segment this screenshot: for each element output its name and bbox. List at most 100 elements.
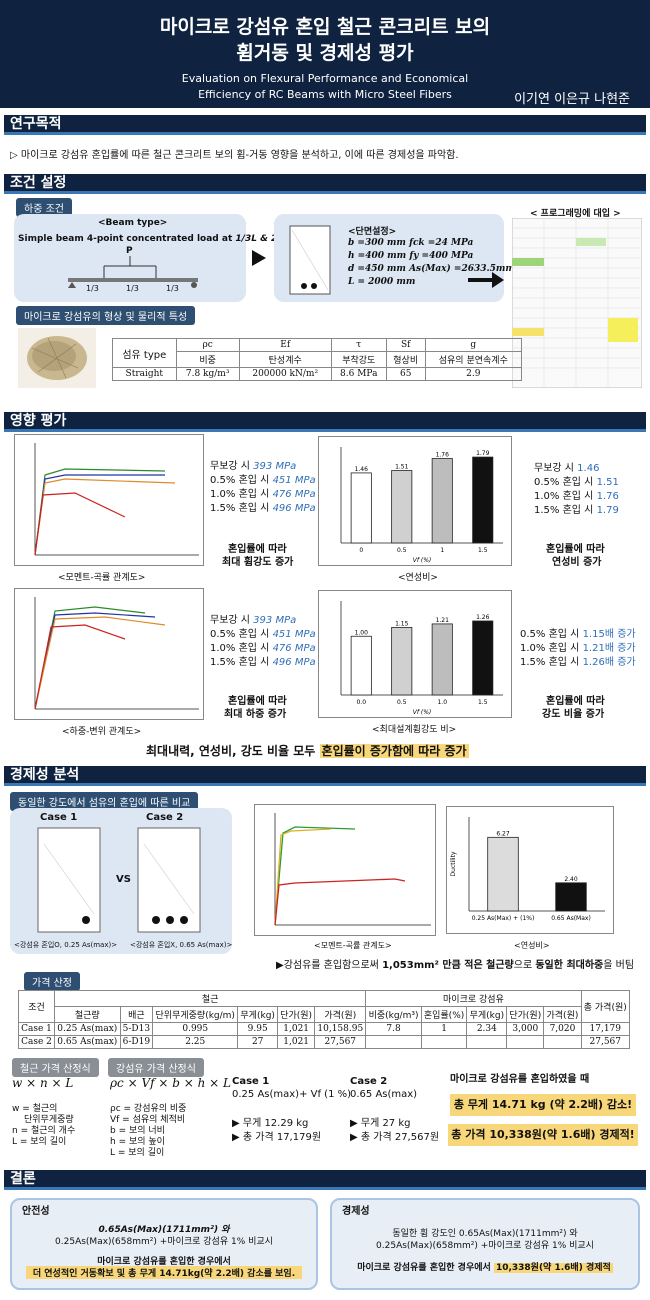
x-axis-label: Vf (%) (413, 709, 432, 716)
category-label: 0.5 (397, 547, 407, 554)
fiber-type-header: 섬유 type (112, 338, 177, 368)
steel-formula: w × n × L (12, 1076, 74, 1090)
load-p-label: P (126, 246, 133, 256)
section-line-1: b =300 mm fck =24 MPa (348, 238, 474, 248)
table-subheader: 가격(원) (543, 1006, 582, 1023)
beam-type-label: <Beam type> (98, 218, 168, 228)
bar (472, 620, 494, 696)
price-table: 조건 철근 마이크로 강섬유 총 가격(원) 철근량 배근 단위무게중량(kg/… (17, 990, 631, 1049)
g2-values: 무보강 시 1.46 0.5% 혼입 시 1.51 1.0% 혼입 시 1.76… (534, 462, 619, 518)
section-line-3: d =450 mm As(Max) =2633.5mm² (348, 264, 519, 274)
category-label: 1.5 (478, 699, 488, 706)
econ-ductility-caption: <연성비> (514, 941, 550, 950)
steel-price-pill: 철근 가격 산정식 (12, 1058, 99, 1077)
table-subheader: 단가(원) (506, 1006, 545, 1023)
category-label: 0 (359, 547, 363, 554)
c2-sub: 0.65 As(max) (350, 1089, 418, 1100)
third-label-3: 1/3 (166, 284, 179, 293)
load-displacement-chart (14, 588, 204, 720)
case1-caption: <강섬유 혼입O, 0.25 As(max)> (14, 941, 118, 949)
g4-row-1: 1.0% 혼입 시 1.21배 증가 (520, 643, 636, 654)
subtitle-line-1: Evaluation on Flexural Performance and E… (181, 72, 469, 85)
g4-row-0: 0.5% 혼입 시 1.15배 증가 (520, 629, 636, 640)
econ-ductility-chart: 6.27 0.25 As(Max) + (1%) 2.40 0.65 As(Max) D… (446, 806, 614, 934)
bar (350, 472, 372, 544)
price-steel-header: 철근 (54, 990, 367, 1007)
case2-section (137, 827, 201, 933)
strength-ratio-chart: 1.00 0.0 1.15 0.5 1.21 1.0 1.26 1.5 Vf (%) (318, 590, 512, 718)
category-label: 0.0 (356, 699, 366, 706)
table-subheader: 혼입률(%) (420, 1006, 468, 1023)
ef-header: Ef (238, 338, 332, 352)
aspect-header: 형상비 (385, 351, 426, 368)
g3-row-1: 0.5% 혼입 시 451 MPa (210, 629, 316, 640)
bar-value-label: 1.21 (436, 617, 450, 624)
econ-moment-curvature-plot (274, 813, 431, 926)
rho-header: ρc (175, 338, 240, 352)
g2-conclusion-1: 혼입률에 따라 (546, 544, 605, 555)
title-line-2: 휨거동 및 경제성 평가 (236, 42, 414, 64)
x-axis-label: Vf (%) (413, 557, 432, 564)
g1-values: 무보강 시 393 MPa 0.5% 혼입 시 451 MPa 1.0% 혼입 … (210, 460, 316, 516)
fiber-defs: ρc = 강섬유의 비중 Vf = 섬유의 체적비 b = 보의 너비 h = … (110, 1104, 187, 1158)
cross-section-diagram (289, 225, 331, 295)
evaluation-summary: 최대내력, 연성비, 강도 비율 모두 혼입률이 증가함에 따라 증가 (146, 744, 469, 758)
third-label-1: 1/3 (86, 284, 99, 293)
sf-header: Sf (385, 338, 426, 352)
arrow-shaft (468, 278, 494, 282)
g1-row-1: 0.5% 혼입 시 451 MPa (210, 475, 316, 486)
bar-value-label: 1.79 (476, 450, 490, 457)
c1-sub: 0.25 As(max)+ Vf (1 %) (232, 1089, 352, 1100)
category-label: 1.0 (437, 699, 447, 706)
bar (555, 882, 587, 912)
g2-row-2: 1.0% 혼입 시 1.76 (534, 491, 619, 502)
section-line-4: L = 2000 mm (348, 277, 416, 287)
g3-row-3: 1.5% 혼입 시 496 MPa (210, 657, 316, 668)
g1-row-0: 무보강 시 393 MPa (210, 461, 297, 472)
table-subheader: 단위무게중량(kg/m) (152, 1006, 239, 1023)
table-subheader: 가격(원) (314, 1006, 367, 1023)
safety-line-3: 마이크로 강섬유를 혼입한 경우에서 (97, 1257, 231, 1267)
ductility-caption: <연성비> (398, 573, 438, 583)
table-subheader: 무게(kg) (237, 1006, 279, 1023)
load-displacement-plot (34, 597, 199, 710)
c2-price: ▶ 총 가격 27,567원 (350, 1132, 440, 1143)
category-label: 0.65 As(Max) (551, 915, 591, 922)
table-subheader: 철근량 (54, 1006, 121, 1023)
g3-conclusion-2: 최대 하중 증가 (224, 709, 287, 720)
economy-title: 경제성 (342, 1206, 370, 1217)
fiber-property-table: 섬유 type ρc Ef τ Sf g 비중 탄성계수 부착강도 형상비 섬유… (112, 338, 523, 381)
price-fiber-header: 마이크로 강섬유 (365, 990, 582, 1007)
strength-ratio-bars: 1.00 0.0 1.15 0.5 1.21 1.0 1.26 1.5 Vf (%) (340, 601, 503, 716)
category-label: 0.5 (397, 699, 407, 706)
moment-curvature-plot (34, 443, 199, 556)
price-pill: 가격 산정 (24, 972, 80, 991)
g3-conclusion-1: 혼입률에 따라 (228, 696, 287, 707)
c1-price: ▶ 총 가격 17,179원 (232, 1132, 322, 1143)
y-axis-label: Ductility (450, 851, 457, 876)
g1-conclusion-2: 최대 휨강도 증가 (222, 557, 294, 568)
g2-conclusion-2: 연성비 증가 (552, 557, 602, 568)
bar-value-label: 1.15 (395, 620, 409, 627)
title-line-1: 마이크로 강섬유 혼입 철근 콘크리트 보의 (159, 16, 491, 38)
category-label: 0.25 As(Max) + (1%) (472, 915, 535, 922)
c2-weight: ▶ 무게 27 kg (350, 1118, 411, 1129)
authors: 이기연 이은규 나현준 (514, 92, 630, 107)
g-header: g (424, 338, 523, 352)
safety-line-1: 0.65As(Max)(1711mm²) 와 (98, 1225, 230, 1235)
g4-conclusion-1: 혼입률에 따라 (546, 696, 605, 707)
arrow-right-icon (252, 250, 266, 266)
price-total-header: 총 가격(원) (580, 990, 631, 1023)
section-title-economy: 경제성 분석 (4, 766, 646, 786)
third-label-2: 1/3 (126, 284, 139, 293)
table-cell: 7.8 kg/m³ (175, 367, 240, 381)
g1-row-3: 1.5% 혼입 시 496 MPa (210, 503, 316, 514)
g4-row-2: 1.5% 혼입 시 1.26배 증가 (520, 657, 636, 668)
table-cell: 200000 kN/m² (238, 367, 332, 381)
section-title-evaluation: 영향 평가 (4, 412, 646, 432)
bar (431, 623, 453, 696)
ductility-chart: 1.46 0 1.51 0.5 1.76 1 1.79 1.5 Vf (%) (318, 436, 512, 566)
fiber-photo (18, 328, 96, 388)
g2-row-3: 1.5% 혼입 시 1.79 (534, 505, 619, 516)
bar-value-label: 1.46 (355, 466, 369, 473)
